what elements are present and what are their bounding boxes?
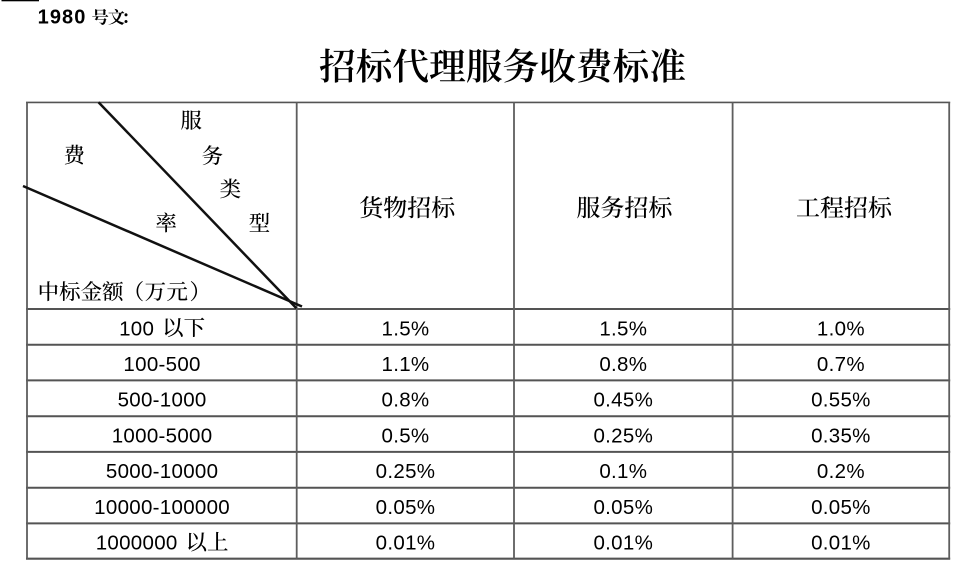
svg-text:0.35%: 0.35% xyxy=(811,425,871,448)
svg-text:0.05%: 0.05% xyxy=(376,496,436,519)
svg-text:1000-5000: 1000-5000 xyxy=(112,425,213,448)
svg-text:0.45%: 0.45% xyxy=(593,389,653,412)
svg-text:1.5%: 1.5% xyxy=(382,317,430,340)
svg-text:1000000: 1000000 xyxy=(96,532,178,555)
svg-text:0.55%: 0.55% xyxy=(811,389,871,412)
svg-text:0.8%: 0.8% xyxy=(599,353,647,376)
svg-text:0.25%: 0.25% xyxy=(376,460,436,483)
svg-text:0.5%: 0.5% xyxy=(382,425,430,448)
svg-text:1.1%: 1.1% xyxy=(382,353,430,376)
svg-text:0.05%: 0.05% xyxy=(593,496,653,519)
svg-text:0.01%: 0.01% xyxy=(593,532,653,555)
svg-text:1.0%: 1.0% xyxy=(817,317,865,340)
svg-text:0.2%: 0.2% xyxy=(817,460,865,483)
svg-text:5000-10000: 5000-10000 xyxy=(106,460,218,483)
svg-text:100: 100 xyxy=(119,317,154,340)
svg-text:100-500: 100-500 xyxy=(123,353,200,376)
svg-text:0.7%: 0.7% xyxy=(817,353,865,376)
svg-text:0.01%: 0.01% xyxy=(811,532,871,555)
svg-text:0.05%: 0.05% xyxy=(811,496,871,519)
svg-text:0.01%: 0.01% xyxy=(376,532,436,555)
svg-text:0.1%: 0.1% xyxy=(599,460,647,483)
svg-text:10000-100000: 10000-100000 xyxy=(94,496,230,519)
svg-text:0.8%: 0.8% xyxy=(382,389,430,412)
svg-text:1.5%: 1.5% xyxy=(599,317,647,340)
svg-text:500-1000: 500-1000 xyxy=(118,389,207,412)
svg-text:1980: 1980 xyxy=(38,6,87,28)
svg-text:0.25%: 0.25% xyxy=(593,425,653,448)
